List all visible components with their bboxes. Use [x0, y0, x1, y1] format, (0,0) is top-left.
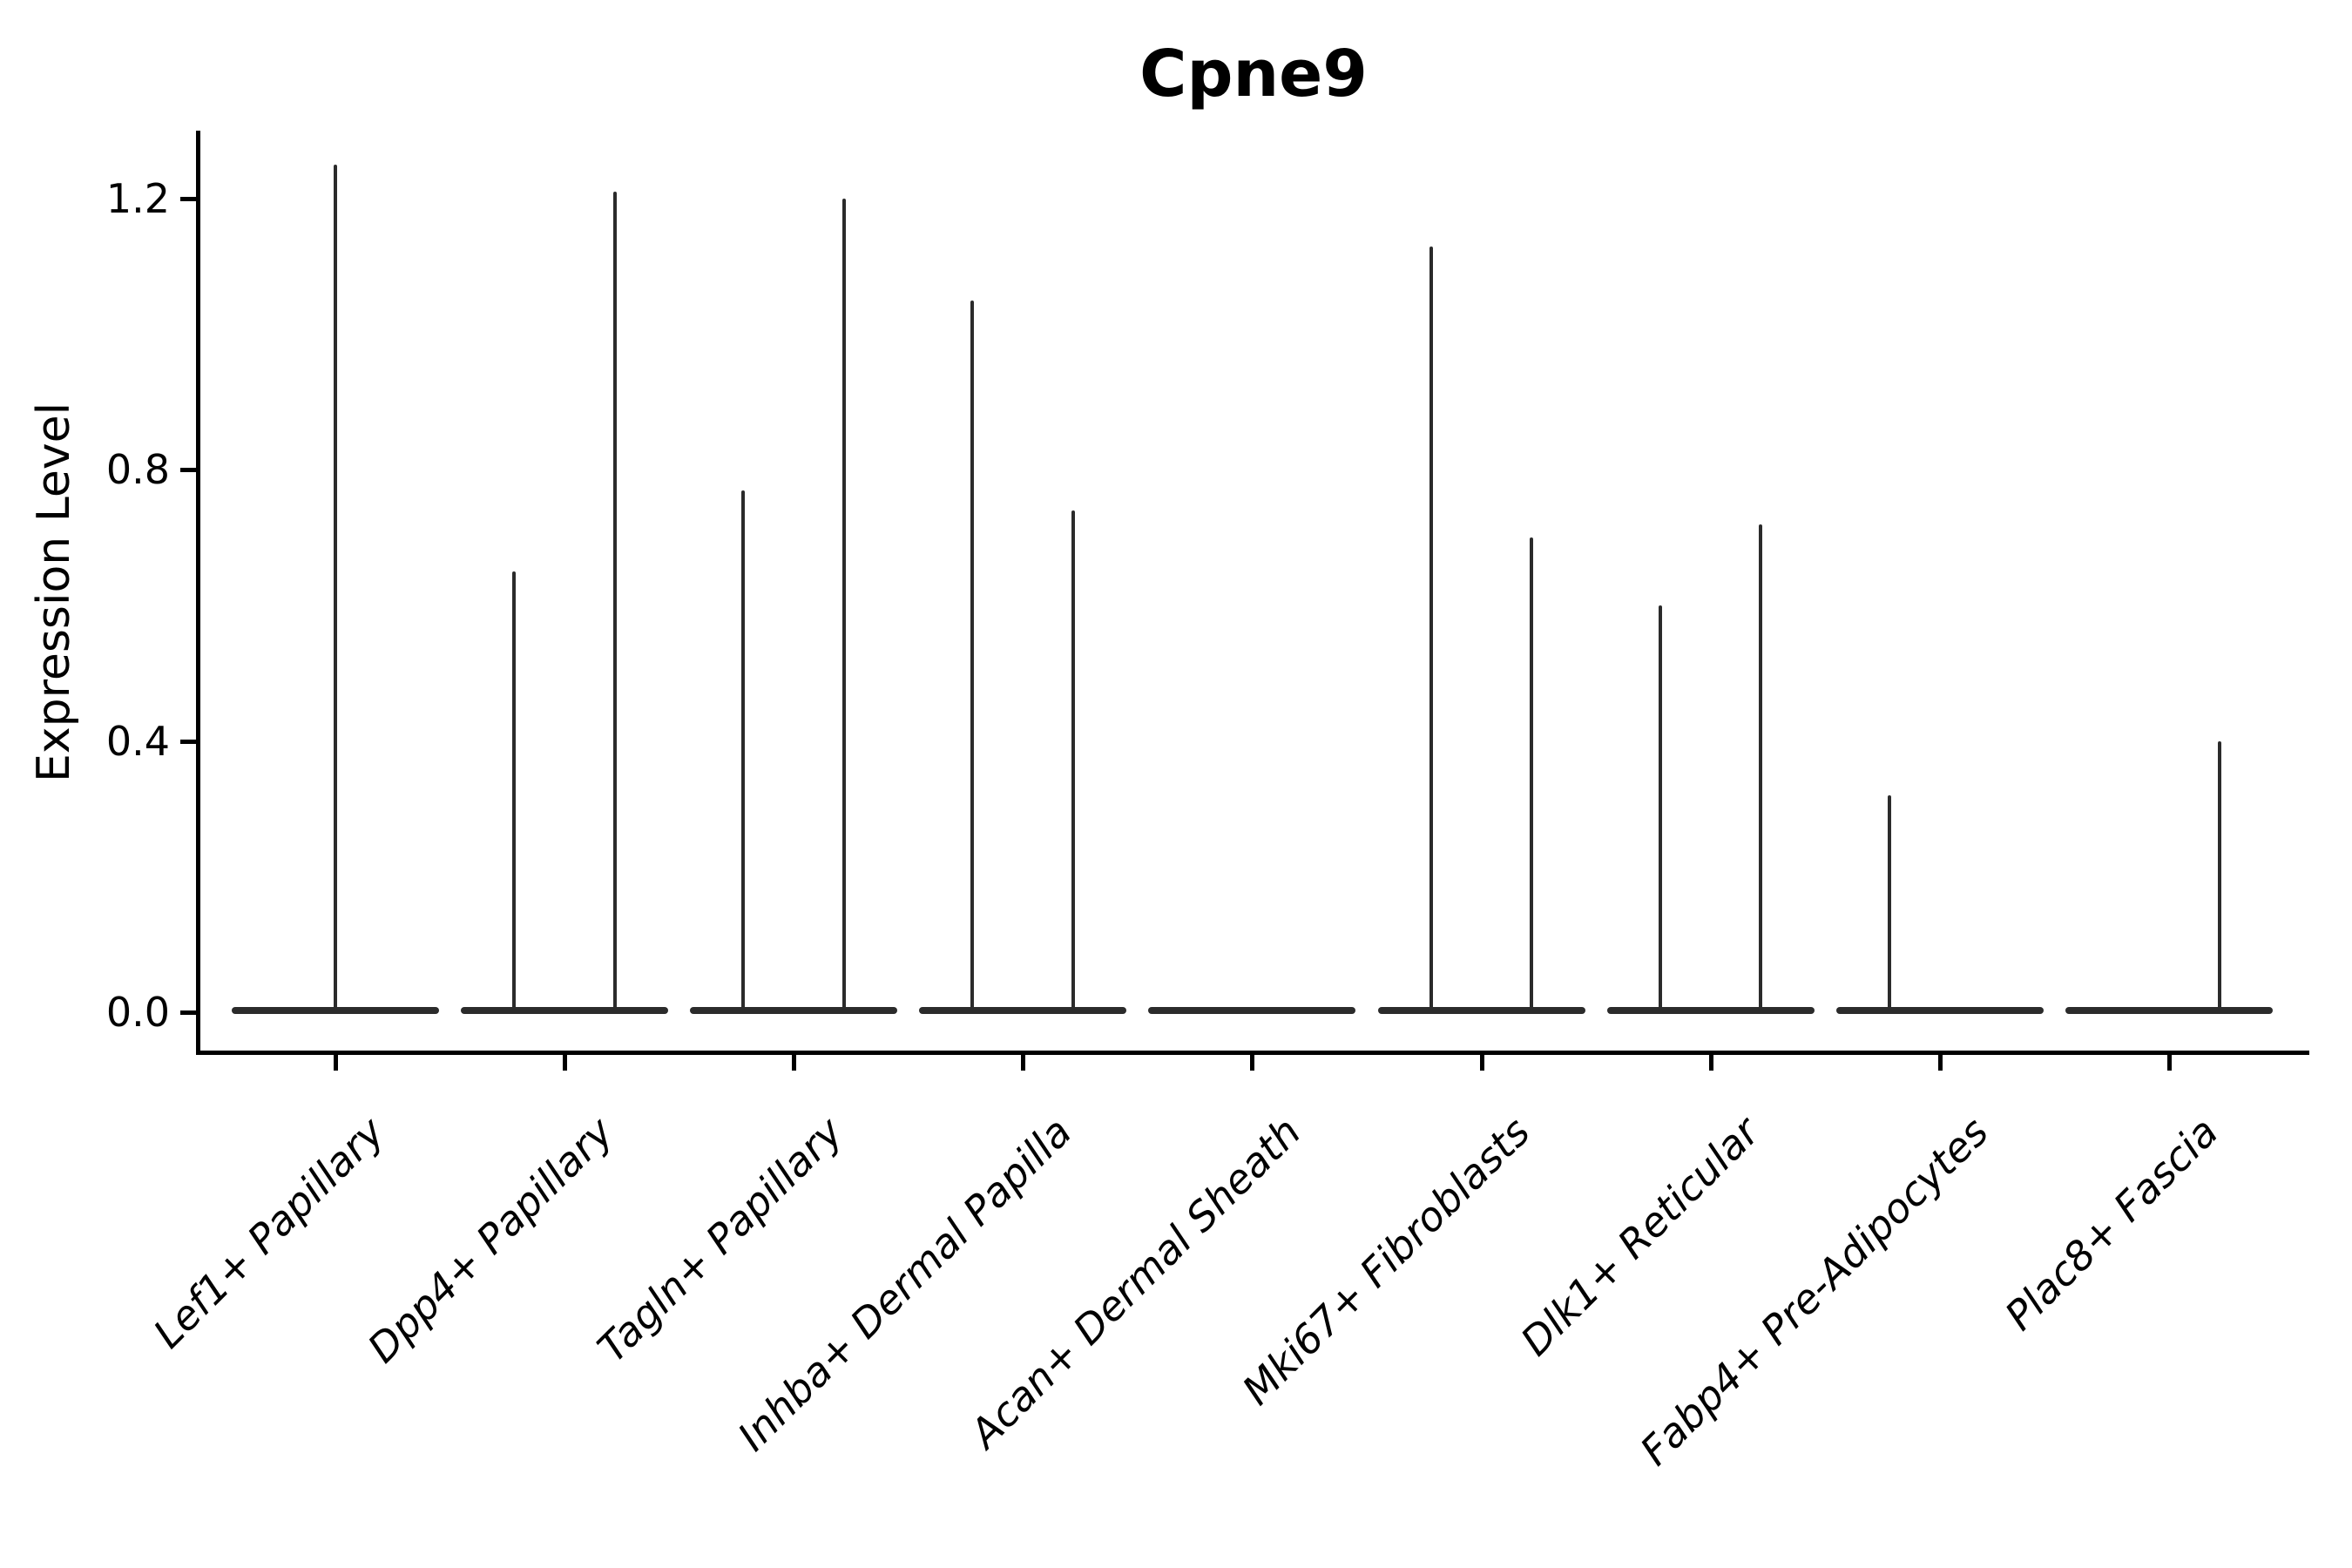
- violin-spike: [1429, 246, 1433, 1010]
- y-tick: [180, 1010, 196, 1015]
- violin-baseline: [1606, 1007, 1815, 1014]
- violin-baseline: [919, 1007, 1127, 1014]
- y-axis-spine: [196, 131, 200, 1055]
- violin-spike: [334, 165, 337, 1010]
- violin-baseline: [1377, 1007, 1585, 1014]
- x-tick-label: Plac8+ Fascia: [1995, 1108, 2227, 1340]
- violin-spike: [1658, 605, 1662, 1010]
- x-tick: [2166, 1055, 2172, 1071]
- x-tick: [1021, 1055, 1026, 1071]
- x-tick-label: Tagln+ Papillary: [588, 1108, 852, 1372]
- violin-spike: [1887, 794, 1891, 1010]
- violin-spike: [842, 199, 847, 1010]
- x-tick: [792, 1055, 797, 1071]
- violin-baseline: [1835, 1007, 2044, 1014]
- violin-baseline: [461, 1007, 669, 1014]
- x-tick: [563, 1055, 568, 1071]
- violin-spike: [741, 490, 746, 1010]
- violin-spike: [970, 300, 975, 1010]
- x-tick: [334, 1055, 338, 1071]
- x-tick: [1250, 1055, 1255, 1071]
- violin-baseline: [232, 1007, 439, 1014]
- violin-baseline: [690, 1007, 898, 1014]
- y-tick-label: 0.0: [105, 989, 170, 1036]
- y-tick: [180, 468, 196, 473]
- violin-baseline: [1148, 1007, 1356, 1014]
- x-tick-label: Dpp4+ Papillary: [358, 1108, 623, 1372]
- violin-spike: [612, 192, 617, 1010]
- x-axis-spine: [196, 1051, 2309, 1055]
- x-tick: [1479, 1055, 1484, 1071]
- violin-spike: [1071, 510, 1076, 1010]
- y-tick-label: 1.2: [105, 175, 170, 223]
- y-tick: [180, 739, 196, 744]
- y-tick-label: 0.8: [105, 446, 170, 494]
- x-tick: [1937, 1055, 1943, 1071]
- y-tick: [180, 197, 196, 202]
- violin-spike: [1759, 524, 1763, 1010]
- y-tick-label: 0.4: [105, 717, 170, 765]
- violin-baseline: [2065, 1007, 2273, 1014]
- violin-spike: [512, 571, 517, 1010]
- plot-title: Cpne9: [1139, 37, 1368, 112]
- x-tick: [1708, 1055, 1713, 1071]
- x-tick-label: Dlk1+ Reticular: [1511, 1108, 1768, 1365]
- violin-spike: [2217, 740, 2221, 1010]
- x-tick-label: Lef1+ Papillary: [144, 1108, 394, 1357]
- violin-spike: [1530, 537, 1534, 1010]
